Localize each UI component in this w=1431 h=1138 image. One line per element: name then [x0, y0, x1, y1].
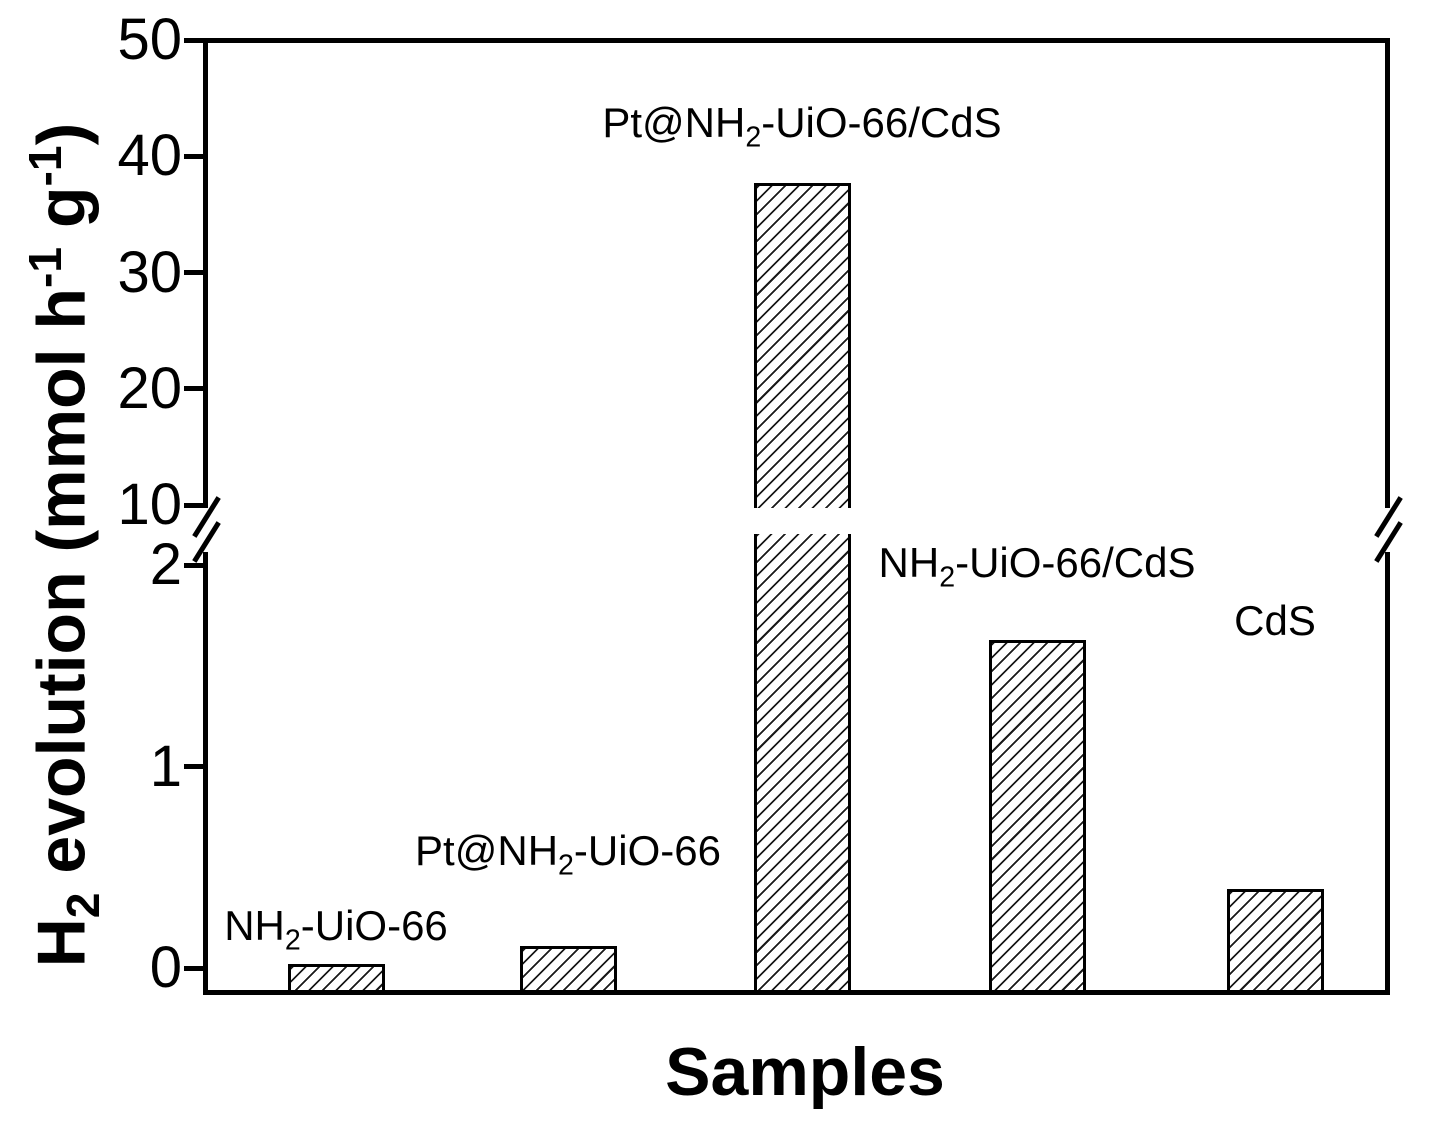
y-tick-mark [184, 37, 203, 43]
y-tick-label: 40 [117, 123, 182, 189]
y-tick-mark [184, 153, 203, 159]
y-tick-label: 50 [117, 7, 182, 72]
y-tick-label: 20 [117, 355, 182, 421]
y-tick-mark [184, 965, 203, 971]
y-tick-label: 2 [149, 532, 182, 597]
bar-label: CdS [1234, 597, 1316, 645]
x-axis-title: Samples [665, 1034, 945, 1110]
y-axis-title: H2 evolution (mmol h-1 g-1) [18, 122, 110, 968]
bar [988, 639, 1086, 993]
y-tick-label: 30 [117, 239, 182, 305]
bar-label: NH2-UiO-66 [224, 901, 448, 957]
bar [287, 963, 385, 993]
y-tick-mark [184, 502, 203, 508]
y-tick-mark [184, 764, 203, 769]
y-tick-label: 0 [149, 935, 182, 1000]
y-tick-mark [184, 562, 203, 568]
bar-label: Pt@NH2-UiO-66/CdS [602, 99, 1002, 154]
bar-segment-upper [753, 182, 851, 508]
bar-label: Pt@NH2-UiO-66 [415, 827, 721, 882]
y-tick-mark [184, 270, 203, 275]
y-tick-mark [184, 386, 203, 392]
bar-segment-lower [753, 534, 851, 993]
y-tick-label: 10 [117, 472, 182, 537]
y-tick-label: 1 [149, 733, 182, 799]
bar [519, 945, 617, 993]
bar-label: NH2-UiO-66/CdS [878, 539, 1196, 594]
bar [1226, 889, 1324, 993]
